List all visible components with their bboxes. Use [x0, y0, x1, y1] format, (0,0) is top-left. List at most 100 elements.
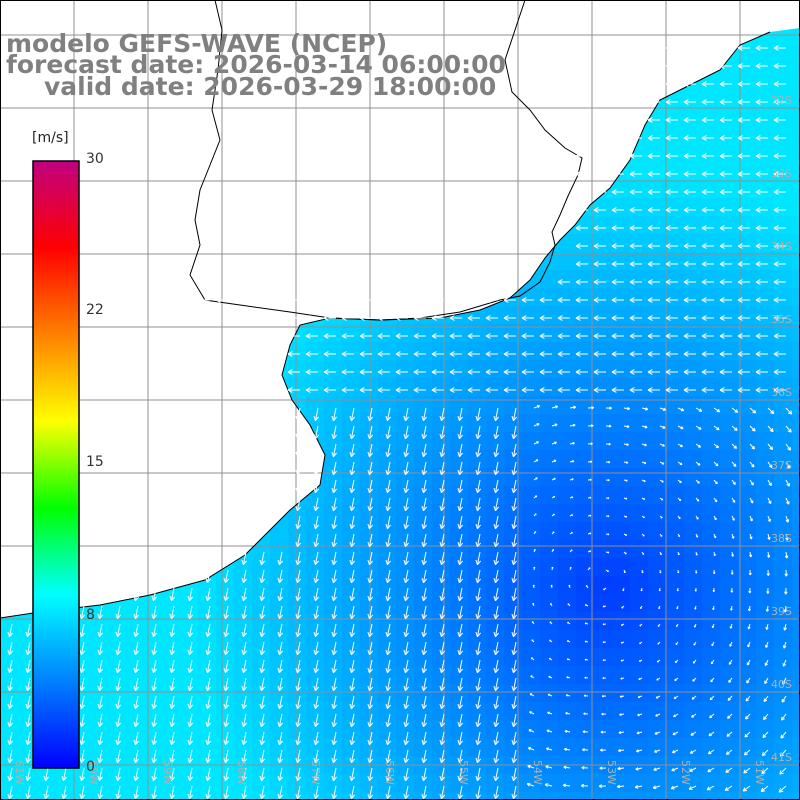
field-cell [594, 360, 612, 378]
wind-arrow [475, 407, 482, 422]
field-cell [648, 162, 666, 180]
field-cell [522, 648, 540, 666]
field-cell [252, 720, 270, 738]
field-cell [522, 342, 540, 360]
wind-arrow [659, 479, 664, 483]
field-cell [360, 360, 378, 378]
wind-arrow [395, 351, 408, 357]
field-cell [270, 684, 288, 702]
wind-arrow [605, 569, 610, 573]
field-cell [630, 504, 648, 522]
wind-arrow [683, 99, 696, 105]
wind-arrow [521, 315, 534, 321]
wind-arrow [701, 351, 714, 357]
wind-arrow [197, 297, 210, 303]
field-cell [738, 108, 756, 126]
field-cell [504, 648, 522, 666]
wind-arrow [367, 533, 374, 548]
field-cell [504, 450, 522, 468]
wind-arrow [349, 605, 356, 620]
wind-arrow [675, 641, 679, 646]
land-mask [0, 0, 800, 618]
field-cell [144, 612, 162, 630]
wind-arrow [403, 713, 410, 728]
wind-arrow [665, 279, 678, 285]
field-cell [234, 612, 252, 630]
field-cell [540, 468, 558, 486]
wind-arrow [665, 117, 678, 123]
field-cell [468, 666, 486, 684]
wind-arrow [701, 207, 714, 213]
wind-arrow [713, 479, 718, 485]
wind-arrow [773, 189, 786, 195]
wind-arrow [637, 713, 643, 717]
field-cell [756, 306, 774, 324]
field-cell [504, 774, 522, 792]
wind-arrow [385, 659, 392, 674]
wind-arrow [639, 623, 643, 627]
field-cell [720, 486, 738, 504]
field-cell [648, 630, 666, 648]
field-cell [630, 774, 648, 792]
wind-arrow [602, 623, 607, 626]
wind-arrow [457, 479, 464, 494]
wind-arrow [603, 587, 607, 591]
wind-arrow [683, 117, 696, 123]
field-cell [522, 360, 540, 378]
field-cell [702, 558, 720, 576]
field-cell [594, 324, 612, 342]
field-cell [180, 630, 198, 648]
wind-arrow [151, 623, 158, 638]
wind-arrow [593, 351, 606, 357]
wind-arrow [367, 443, 374, 458]
field-cell [450, 468, 468, 486]
colorbar-unit: [m/s] [32, 130, 69, 146]
wind-arrow [385, 713, 392, 728]
field-cell [198, 774, 216, 792]
wind-arrow [533, 513, 537, 517]
wind-arrow [439, 569, 446, 584]
wind-arrow [115, 641, 122, 656]
wind-arrow [521, 297, 534, 303]
wind-arrow [593, 81, 606, 87]
field-cell [666, 540, 684, 558]
field-cell [594, 468, 612, 486]
wind-arrow [629, 153, 642, 159]
wind-arrow [575, 225, 588, 231]
wind-arrow [557, 333, 570, 339]
wind-arrow [683, 369, 696, 375]
field-cell [666, 270, 684, 288]
field-cell [756, 504, 774, 522]
wind-arrow [403, 443, 410, 458]
wind-arrow [511, 677, 518, 692]
wind-arrow [755, 63, 768, 69]
field-cell [234, 702, 252, 720]
field-cell [738, 558, 756, 576]
wind-arrow [551, 405, 559, 409]
wind-arrow [25, 731, 32, 746]
wind-arrow [533, 566, 536, 571]
field-cell [468, 720, 486, 738]
wind-arrow [737, 297, 750, 303]
field-cell [774, 666, 792, 684]
wind-arrow [767, 515, 771, 522]
field-cell [630, 360, 648, 378]
wind-arrow [403, 623, 410, 638]
field-cell [522, 630, 540, 648]
wind-arrow [593, 297, 606, 303]
field-cell [738, 162, 756, 180]
field-cell [360, 720, 378, 738]
field-cell [702, 108, 720, 126]
wind-arrow [413, 297, 426, 303]
field-cell [288, 522, 306, 540]
field-cell [450, 342, 468, 360]
field-cell [396, 486, 414, 504]
wind-arrow [549, 621, 553, 625]
wind-arrow [737, 207, 750, 213]
wind-arrow [620, 677, 625, 680]
wind-arrow [692, 677, 697, 682]
wind-arrow [629, 81, 642, 87]
field-cell [630, 252, 648, 270]
wind-arrow [719, 189, 732, 195]
field-cell [468, 738, 486, 756]
